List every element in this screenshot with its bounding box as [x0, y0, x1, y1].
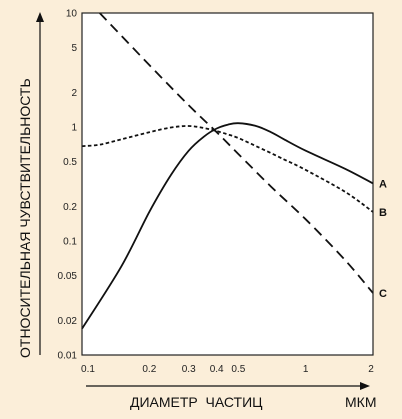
- y-axis-title: ОТНОСИТЕЛЬНАЯ ЧУВСТВИТЕЛЬНОСТЬ: [17, 78, 33, 358]
- x-axis-unit: МКМ: [345, 394, 376, 410]
- x-tick-label: 0.2: [142, 364, 156, 375]
- y-axis-arrowhead: [36, 12, 44, 22]
- y-tick-label: 0.5: [63, 157, 77, 168]
- series-c-label: C: [379, 288, 387, 300]
- series-a-line: [81, 122, 374, 330]
- series-b-line: [81, 125, 374, 213]
- y-tick-label: 10: [66, 9, 78, 20]
- x-tick-label: 2: [368, 364, 374, 375]
- series-a-label: A: [379, 178, 387, 190]
- y-tick-label: 0.2: [63, 202, 77, 213]
- y-tick-labels: 10 5 2 1 0.5 0.2 0.1 0.05 0.02 0.01: [58, 9, 78, 362]
- plot-area: [82, 13, 373, 355]
- series-c-line: [99, 12, 374, 294]
- curves-group: [81, 12, 374, 330]
- x-axis-title: ДИАМЕТР ЧАСТИЦ: [130, 394, 263, 410]
- plot-frame: [81, 12, 374, 356]
- x-tick-labels: 0.1 0.2 0.3 0.4 0.5 1 2: [81, 364, 374, 375]
- x-tick-label: 0.1: [81, 364, 95, 375]
- series-b-label: B: [379, 207, 387, 219]
- x-tick-label: 0.5: [231, 364, 245, 375]
- x-tick-label: 1: [303, 364, 309, 375]
- y-tick-label: 5: [71, 43, 77, 54]
- x-tick-label: 0.4: [210, 364, 224, 375]
- y-tick-label: 0.05: [58, 271, 78, 282]
- y-tick-label: 0.1: [63, 237, 77, 248]
- x-tick-label: 0.3: [182, 364, 196, 375]
- y-tick-label: 0.01: [58, 351, 78, 362]
- x-axis-arrowhead: [360, 382, 370, 390]
- y-tick-label: 0.02: [58, 316, 78, 327]
- y-tick-label: 2: [71, 88, 77, 99]
- y-tick-label: 1: [71, 123, 77, 134]
- series-labels: A B C: [379, 178, 387, 300]
